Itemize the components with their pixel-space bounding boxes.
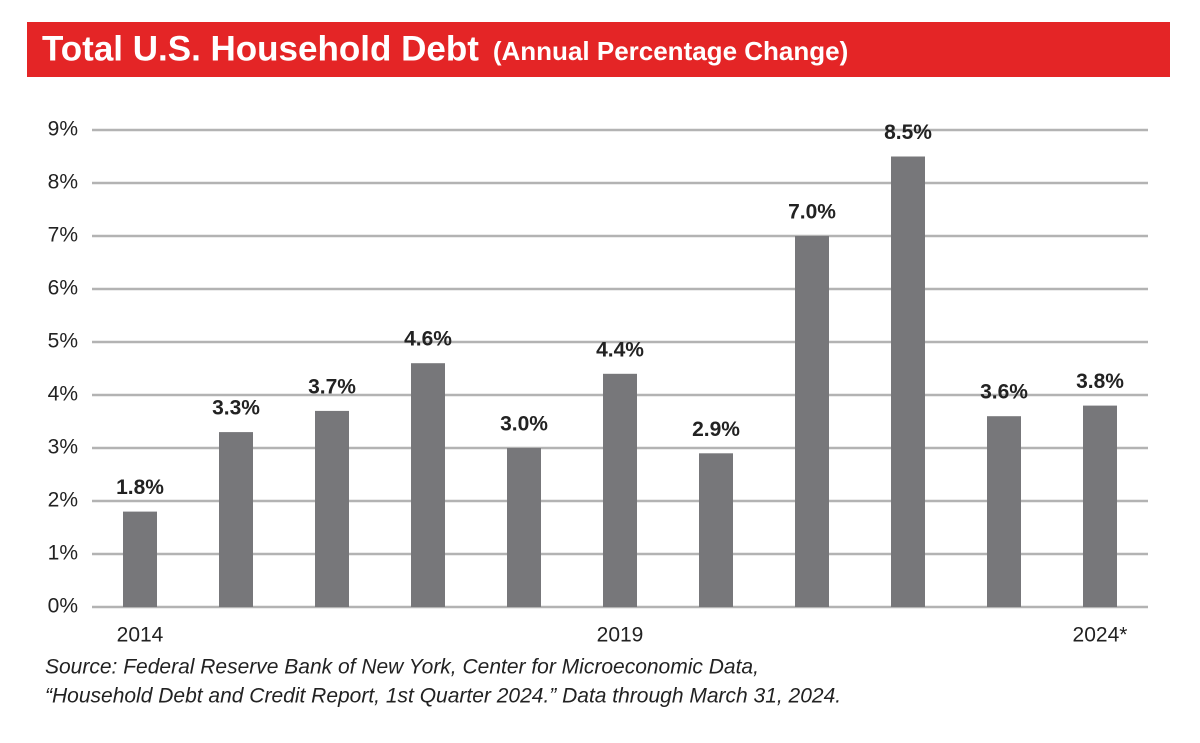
value-label: 3.3% xyxy=(212,397,260,420)
bar xyxy=(891,156,925,607)
bar xyxy=(411,363,445,607)
y-tick-label: 2% xyxy=(48,489,78,512)
x-tick-label: 2014 xyxy=(117,624,164,647)
value-label: 4.4% xyxy=(596,338,644,361)
bar xyxy=(699,453,733,607)
bar xyxy=(603,373,637,607)
y-tick-label: 1% xyxy=(48,542,78,565)
bar xyxy=(987,416,1021,607)
y-tick-label: 9% xyxy=(48,118,78,141)
x-tick-label: 2019 xyxy=(597,624,644,647)
value-label: 3.8% xyxy=(1076,370,1124,393)
bar xyxy=(219,432,253,607)
title-banner xyxy=(27,22,1170,77)
y-tick-label: 0% xyxy=(48,595,78,618)
y-tick-label: 5% xyxy=(48,330,78,353)
bar xyxy=(795,236,829,607)
value-label: 3.6% xyxy=(980,381,1028,404)
x-tick-label: 2024* xyxy=(1073,624,1128,647)
bar xyxy=(123,511,157,607)
bar xyxy=(315,410,349,607)
value-label: 2.9% xyxy=(692,418,740,441)
value-label: 3.0% xyxy=(500,413,548,436)
y-tick-label: 3% xyxy=(48,436,78,459)
value-label: 7.0% xyxy=(788,201,836,224)
y-tick-label: 8% xyxy=(48,171,78,194)
y-tick-label: 4% xyxy=(48,383,78,406)
value-label: 4.6% xyxy=(404,328,452,351)
chart-title: Total U.S. Household Debt xyxy=(42,29,479,68)
source-note: Source: Federal Reserve Bank of New York… xyxy=(45,656,759,679)
y-tick-label: 6% xyxy=(48,277,78,300)
value-label: 3.7% xyxy=(308,375,356,398)
value-label: 1.8% xyxy=(116,476,164,499)
bar xyxy=(507,448,541,607)
value-label: 8.5% xyxy=(884,121,932,144)
source-note: “Household Debt and Credit Report, 1st Q… xyxy=(45,685,841,708)
chart-subtitle: (Annual Percentage Change) xyxy=(493,36,848,66)
bar xyxy=(1083,405,1117,607)
y-tick-label: 7% xyxy=(48,224,78,247)
